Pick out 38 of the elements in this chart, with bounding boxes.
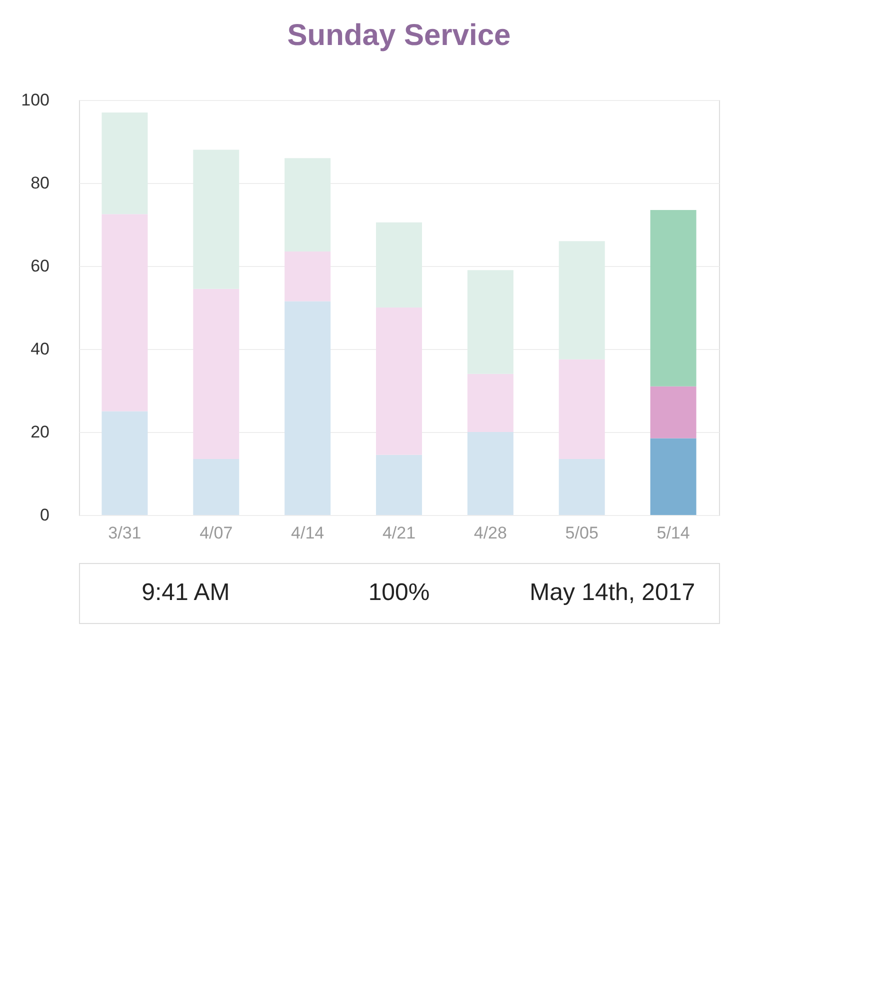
- y-tick-label: 100: [21, 90, 50, 110]
- bar: [102, 112, 148, 214]
- text: 9:41 AM: [142, 579, 230, 606]
- bar: [650, 438, 696, 515]
- x-tick-label: 4/21: [382, 524, 416, 542]
- bar: [284, 158, 331, 252]
- bar: [558, 241, 605, 360]
- bar: [467, 270, 514, 374]
- bar: [650, 386, 696, 438]
- y-tick-label: 40: [30, 340, 50, 358]
- bar: [558, 359, 605, 459]
- x-tick-label: 4/14: [291, 524, 324, 542]
- bar: [467, 432, 514, 515]
- x-tick-label: 5/05: [565, 524, 598, 542]
- x-tick-label: 5/14: [656, 524, 690, 542]
- x-tick-label: 3/31: [108, 524, 142, 542]
- bar: [284, 301, 331, 515]
- bar: [376, 222, 422, 308]
- bar: [284, 251, 331, 302]
- y-tick-label: 80: [30, 174, 50, 192]
- bar: [102, 214, 148, 412]
- chart-title: Sunday Service: [287, 19, 511, 52]
- y-tick-label: 20: [30, 422, 50, 442]
- bar: [467, 374, 514, 432]
- bar: [193, 150, 240, 289]
- bar: [193, 288, 240, 459]
- bar: [558, 458, 605, 515]
- x-tick-label: 4/07: [200, 524, 233, 542]
- bar: [102, 411, 148, 515]
- bar: [193, 458, 240, 515]
- bar: [650, 210, 696, 386]
- y-tick-label: 60: [30, 256, 50, 276]
- x-tick-label: 4/28: [474, 524, 507, 542]
- text: 100%: [368, 579, 430, 606]
- y-tick-label: 0: [40, 506, 50, 524]
- text: May 14th, 2017: [530, 579, 696, 606]
- bar: [376, 308, 422, 455]
- bar: [376, 454, 422, 515]
